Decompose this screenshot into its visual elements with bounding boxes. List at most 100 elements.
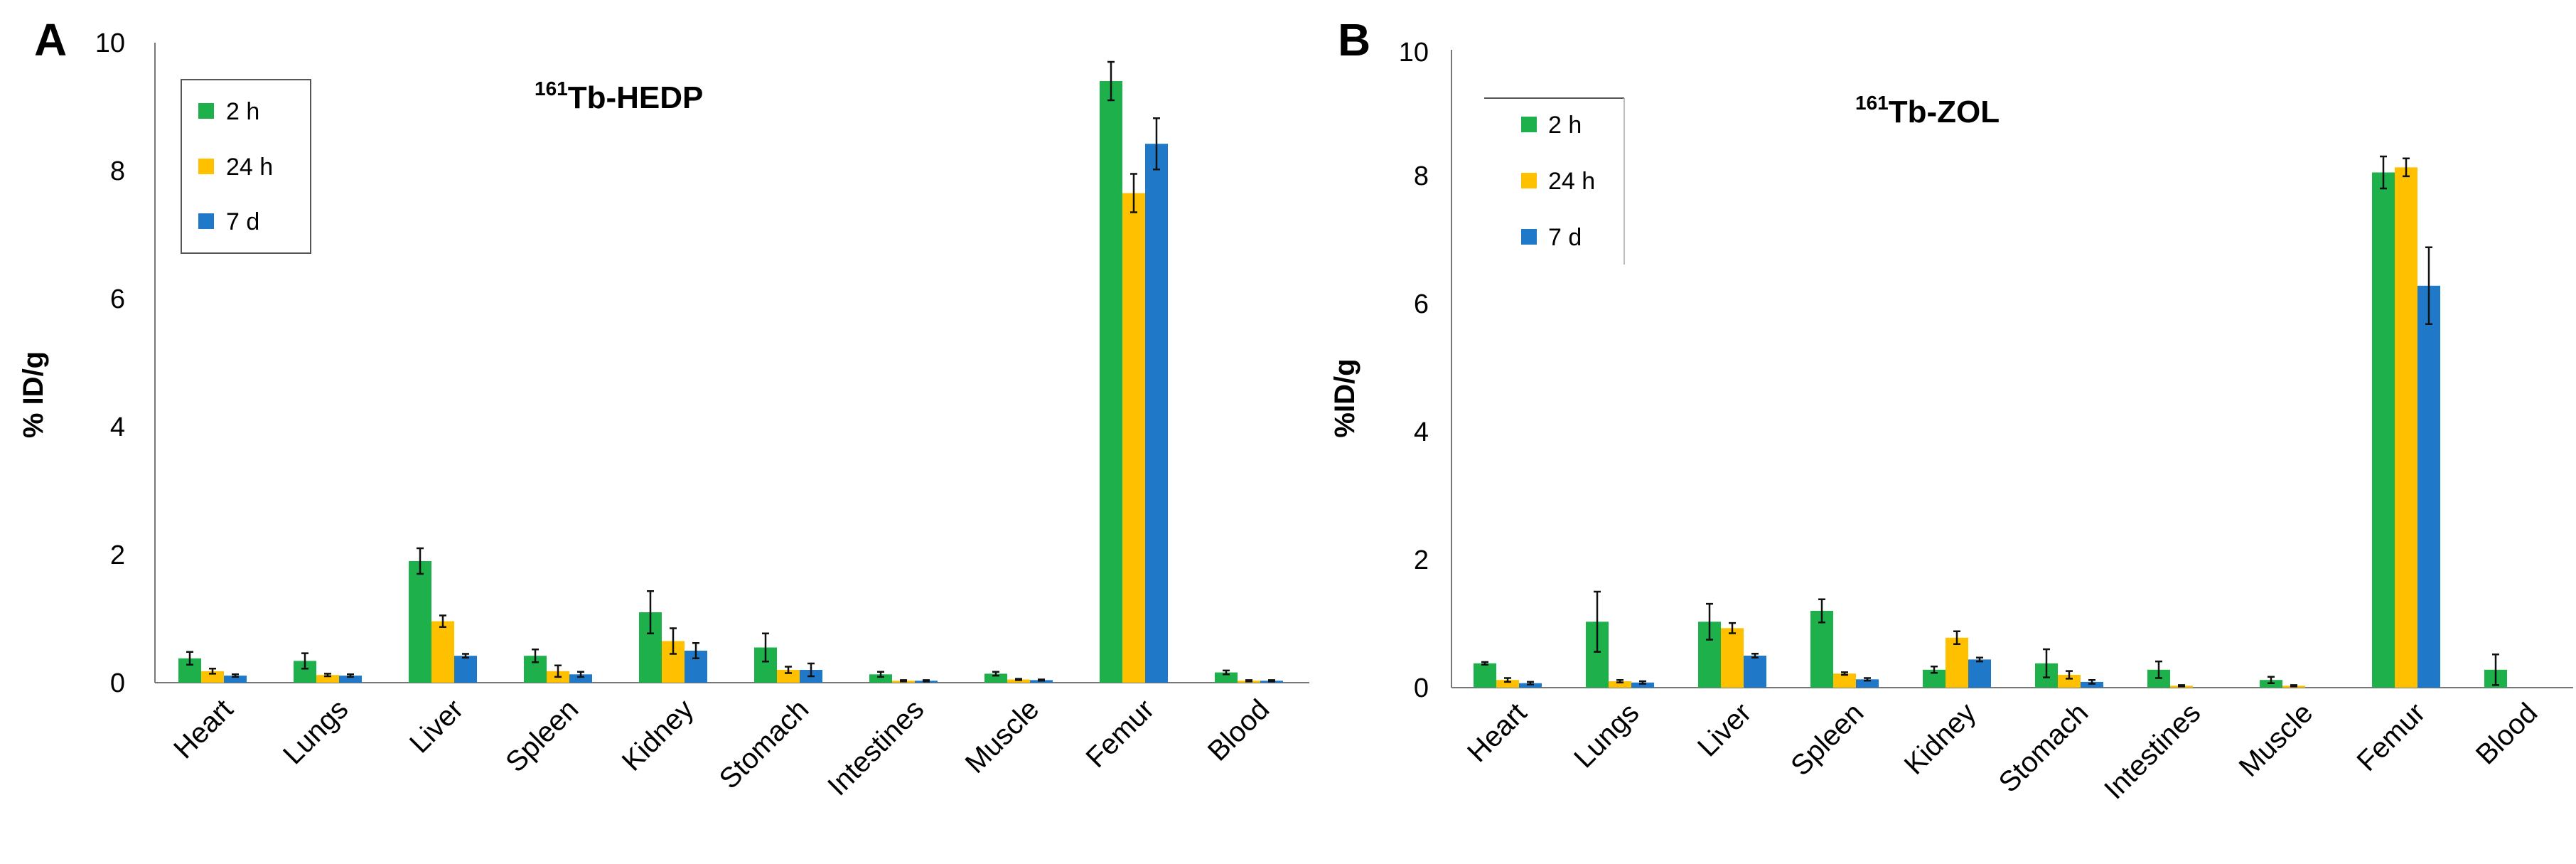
y-tick-label: 10	[95, 28, 125, 58]
y-tick-label: 2	[110, 540, 125, 570]
bar-femur-7d	[2417, 285, 2440, 688]
bar-muscle-24h	[1007, 679, 1030, 683]
error-bar-liver-7d	[1751, 653, 1759, 658]
bar-liver-7d	[1744, 656, 1766, 688]
bar-femur-2h	[2372, 172, 2395, 688]
panel-a-title: 161Tb-HEDP	[535, 78, 703, 115]
y-tick-label: 6	[110, 284, 125, 314]
error-bar-spleen-24h	[554, 664, 562, 678]
error-bar-spleen-7d	[1864, 677, 1871, 682]
legend-swatch-7d	[1521, 229, 1537, 245]
panel-a-title-main: Tb-HEDP	[568, 80, 704, 115]
legend-frame	[181, 79, 311, 254]
y-tick-label: 2	[1414, 545, 1429, 575]
panel-a-letter: A	[34, 14, 67, 65]
x-tick-label: Femur	[2351, 697, 2432, 777]
legend-swatch-7d	[198, 213, 214, 229]
legend-swatch-24h	[1521, 173, 1537, 188]
bar-liver-24h	[1721, 628, 1744, 688]
x-tick-label: Blood	[2470, 697, 2543, 770]
x-tick-label: Intestines	[2098, 697, 2206, 805]
error-bar-heart-24h	[209, 667, 216, 675]
error-bar-lungs-2h	[301, 652, 308, 670]
x-tick-label: Liver	[404, 693, 469, 759]
error-bar-femur-2h	[1107, 60, 1115, 102]
error-bar-intestines-7d	[923, 679, 930, 683]
bar-liver-7d	[454, 656, 477, 683]
error-bar-spleen-2h	[532, 648, 539, 663]
error-bar-lungs-24h	[1616, 678, 1624, 684]
bar-spleen-24h	[1833, 673, 1856, 688]
bar-kidney-24h	[1946, 637, 1968, 688]
legend-label-7d: 7 d	[1548, 224, 1582, 251]
chart-panel-b: B 161Tb-ZOL %ID/g 0 2 4 6 8 10 Heart Lun…	[1329, 14, 2573, 805]
y-tick-label: 4	[1414, 417, 1429, 447]
panel-b-legend: 2 h 24 h 7 d	[1484, 97, 1625, 265]
panel-b-bars	[1474, 155, 2507, 688]
error-bar-intestines-24h	[2178, 684, 2185, 688]
legend-label-2h: 2 h	[226, 98, 259, 125]
x-tick-label: Blood	[1202, 693, 1275, 767]
legend-label-24h: 24 h	[1548, 168, 1595, 195]
bar-stomach-24h	[777, 670, 800, 683]
bar-liver-24h	[431, 621, 454, 683]
error-bar-stomach-7d	[2088, 678, 2095, 685]
chart-panel-a: A 161Tb-HEDP % ID/g 0 2 4 6 8 10 Heart L…	[18, 14, 1309, 801]
bar-stomach-24h	[2058, 675, 2081, 688]
error-bar-heart-2h	[1481, 661, 1488, 666]
x-tick-label: Muscle	[2233, 697, 2319, 783]
error-bar-lungs-24h	[324, 673, 331, 678]
error-bar-stomach-24h	[2066, 670, 2073, 680]
panel-a-x-ticks: Heart Lungs Liver Spleen Kidney Stomach …	[168, 693, 1275, 801]
error-bar-femur-7d	[1153, 117, 1160, 171]
error-bar-lungs-7d	[347, 673, 354, 678]
error-bar-intestines-2h	[877, 671, 884, 678]
error-bar-kidney-7d	[1976, 656, 1983, 663]
error-bar-stomach-2h	[762, 632, 769, 663]
error-bar-stomach-24h	[785, 666, 792, 674]
legend-label-7d: 7 d	[226, 208, 259, 235]
error-bar-stomach-7d	[807, 662, 815, 678]
bar-spleen-7d	[569, 674, 592, 683]
bar-intestines-2h	[869, 674, 892, 683]
error-bar-muscle-2h	[2268, 676, 2275, 684]
bar-muscle-2h	[984, 673, 1007, 683]
x-tick-label: Stomach	[1993, 697, 2095, 799]
error-bar-spleen-2h	[1818, 598, 1825, 624]
bar-lungs-7d	[1631, 682, 1654, 688]
panel-a-bars	[178, 60, 1283, 683]
bar-lungs-24h	[1609, 681, 1631, 688]
error-bar-femur-2h	[2380, 155, 2387, 190]
panel-a-y-ticks: 0 2 4 6 8 10	[95, 28, 125, 698]
error-bar-lungs-7d	[1639, 680, 1646, 685]
bar-spleen-2h	[1810, 611, 1833, 688]
error-bar-spleen-24h	[1841, 671, 1848, 676]
error-bar-spleen-7d	[577, 671, 584, 678]
error-bar-liver-24h	[1729, 622, 1736, 634]
bar-heart-7d	[1519, 683, 1542, 688]
x-tick-label: Heart	[1461, 697, 1533, 768]
y-tick-label: 8	[110, 156, 125, 186]
bar-femur-24h	[1122, 193, 1145, 683]
error-bar-blood-2h	[1223, 669, 1230, 676]
error-bar-muscle-2h	[992, 671, 999, 677]
x-tick-label: Liver	[1692, 697, 1757, 762]
y-tick-label: 0	[1414, 673, 1429, 703]
panel-a-title-superscript: 161	[535, 78, 568, 100]
error-bar-kidney-2h	[647, 590, 654, 634]
bar-liver-2h	[409, 561, 431, 683]
legend-swatch-2h	[1521, 117, 1537, 132]
error-bar-muscle-24h	[2290, 684, 2297, 688]
y-tick-label: 4	[110, 412, 125, 442]
x-tick-label: Kidney	[616, 693, 700, 777]
x-tick-label: Muscle	[960, 693, 1046, 779]
legend-swatch-24h	[198, 159, 214, 174]
error-bar-liver-2h	[417, 547, 424, 575]
error-bar-blood-24h	[1245, 679, 1252, 683]
x-tick-label: Lungs	[277, 693, 354, 770]
panel-b-y-ticks: 0 2 4 6 8 10	[1399, 38, 1429, 703]
x-tick-label: Femur	[1080, 693, 1161, 774]
bar-lungs-7d	[339, 676, 362, 683]
x-tick-label: Spleen	[1785, 697, 1869, 782]
